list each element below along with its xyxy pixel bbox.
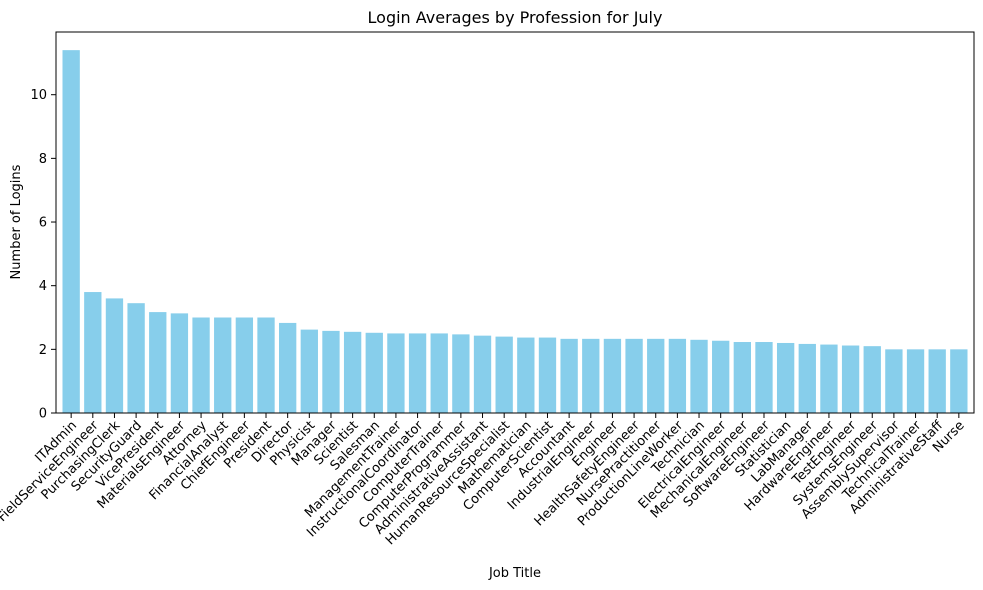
bars-group (62, 50, 968, 414)
bar-attorney (192, 317, 210, 413)
bar-technicaltrainer (906, 349, 925, 413)
x-axis-label: Job Title (488, 566, 541, 581)
bar-chiefengineer (235, 317, 254, 413)
bar-administrativestaff (928, 349, 946, 413)
y-tick-label: 6 (39, 216, 47, 231)
bar-director (279, 322, 297, 413)
y-tick-label: 2 (39, 343, 47, 358)
bar-mathematician (517, 337, 535, 413)
bar-humanresourcespecialist (495, 336, 513, 413)
bar-computerscientist (538, 337, 557, 413)
bar-industrialengineer (582, 338, 600, 413)
bar-salesman (365, 332, 383, 413)
bar-healthsafetyengineer (625, 338, 643, 413)
bar-securityguard (127, 303, 145, 413)
bar-administrativeassistant (473, 335, 492, 413)
bar-electricalengineer (712, 340, 730, 413)
bar-materialsengineer (170, 313, 189, 413)
bar-statistician (776, 342, 795, 413)
bar-labmanager (798, 343, 816, 413)
bar-hardwareengineer (820, 344, 838, 413)
bar-vicepresident (149, 312, 167, 413)
plot-frame (55, 31, 975, 414)
bar-systemsengineer (863, 346, 881, 413)
bar-president (257, 317, 275, 413)
bar-softwareengineer (755, 342, 773, 413)
chart-title: Login Averages by Profession for July (368, 8, 663, 27)
bar-managementtrainer (387, 333, 405, 413)
y-tick-label: 10 (30, 88, 47, 103)
bar-accountant (560, 338, 578, 413)
bar-mechanicalengineer (733, 342, 751, 413)
bar-engineer (603, 338, 622, 413)
y-tick-label: 0 (39, 407, 47, 422)
bar-itadmin (62, 50, 80, 414)
x-axis: ITAdminFieldServiceEngineerPurchasingCle… (0, 413, 968, 548)
y-tick-label: 8 (39, 152, 47, 167)
bar-financialanalyst (214, 317, 232, 413)
bar-nurse (950, 349, 968, 413)
bar-technician (690, 339, 708, 413)
bar-nursepractitioner (647, 338, 665, 413)
bar-manager (322, 330, 340, 413)
y-axis: 0 2 4 6 8 10 (30, 88, 56, 422)
bar-instructionalcoordinator (408, 333, 427, 413)
y-axis-label: Number of Logins (9, 164, 24, 279)
bar-productionlineworker (668, 338, 687, 413)
bar-computertrainer (430, 333, 448, 413)
bar-fieldserviceengineer (84, 292, 102, 413)
bar-assemblysupervisor (885, 349, 903, 413)
y-tick-label: 4 (39, 279, 47, 294)
bar-physicist (300, 329, 318, 413)
bar-purchasingclerk (105, 298, 124, 413)
bar-computerprogrammer (452, 334, 470, 413)
bar-scientist (343, 331, 362, 413)
bar-testengineer (841, 345, 860, 413)
